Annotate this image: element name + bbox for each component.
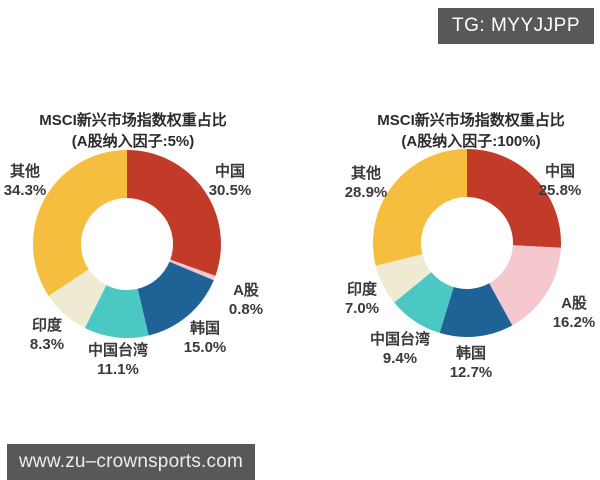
segment-value: 25.8% (538, 182, 582, 199)
donut-segment (84, 285, 149, 338)
segment-value: 28.9% (344, 184, 388, 201)
chart-panel-factor-5pct: MSCI新兴市场指数权重占比 (A股纳入因子:5%) 中国 30.5% A股 0… (0, 90, 300, 435)
donut-segment (373, 149, 467, 266)
segment-name: 中国 (544, 163, 575, 180)
segment-label-taiwan: 中国台湾 11.1% (83, 341, 153, 379)
segment-label-other: 其他 34.3% (0, 162, 53, 200)
donut-segment (394, 272, 454, 333)
segment-name: 韩国 (455, 345, 486, 362)
chart-header: MSCI新兴市场指数权重占比 (A股纳入因子:5%) (0, 110, 266, 152)
segment-name: A股 (561, 295, 587, 312)
segment-name: 印度 (346, 281, 377, 298)
donut-segment (489, 245, 561, 326)
segment-value: 12.7% (449, 364, 493, 381)
chart-subtitle: (A股纳入因子:100%) (401, 133, 541, 150)
donut-segment (127, 150, 221, 276)
segment-value: 0.8% (228, 301, 264, 318)
chart-title: MSCI新兴市场指数权重占比 (39, 112, 227, 129)
donut-segment (169, 259, 216, 281)
segment-value: 11.1% (97, 361, 139, 378)
segment-label-korea: 韩国 12.7% (442, 344, 500, 382)
chart-header: MSCI新兴市场指数权重占比 (A股纳入因子:100%) (338, 110, 600, 152)
segment-value: 15.0% (183, 339, 227, 356)
segment-label-a-shares: A股 16.2% (546, 294, 600, 332)
donut-chart-5pct (33, 150, 221, 338)
chart-title: MSCI新兴市场指数权重占比 (377, 112, 565, 129)
donut-segment (33, 150, 128, 296)
donut-segment (48, 269, 107, 329)
segment-name: A股 (233, 282, 259, 299)
website-badge: www.zu–crownsports.com (7, 444, 256, 480)
segment-label-other: 其他 28.9% (338, 164, 394, 202)
segment-name: 印度 (31, 317, 62, 334)
segment-name: 中国台湾 (87, 342, 148, 359)
segment-name: 其他 (9, 163, 40, 180)
donut-chart-100pct (373, 149, 561, 337)
donut-segment (467, 149, 561, 248)
chart-subtitle: (A股纳入因子:5%) (71, 133, 195, 150)
segment-label-china: 中国 25.8% (530, 162, 590, 200)
segment-label-india: 印度 8.3% (19, 316, 75, 354)
donut-segment (375, 254, 432, 303)
segment-label-india: 印度 7.0% (334, 280, 390, 318)
segment-value: 8.3% (29, 336, 65, 353)
segment-value: 30.5% (208, 182, 252, 199)
chart-panel-factor-100pct: MSCI新兴市场指数权重占比 (A股纳入因子:100%) 中国 25.8% A股… (300, 90, 600, 435)
segment-value: 34.3% (3, 182, 47, 199)
segment-label-taiwan: 中国台湾 9.4% (365, 330, 435, 368)
segment-label-a-shares: A股 0.8% (218, 281, 274, 319)
segment-value: 7.0% (344, 300, 380, 317)
telegram-badge: TG: MYYJJPP (438, 8, 594, 44)
segment-label-korea: 韩国 15.0% (176, 319, 234, 357)
donut-segment (439, 283, 513, 337)
segment-value: 16.2% (552, 314, 596, 331)
segment-name: 中国 (214, 163, 245, 180)
segment-value: 9.4% (382, 350, 418, 367)
segment-name: 韩国 (189, 320, 220, 337)
donut-segment (137, 261, 214, 336)
segment-name: 其他 (350, 165, 381, 182)
segment-name: 中国台湾 (369, 331, 430, 348)
segment-label-china: 中国 30.5% (200, 162, 260, 200)
